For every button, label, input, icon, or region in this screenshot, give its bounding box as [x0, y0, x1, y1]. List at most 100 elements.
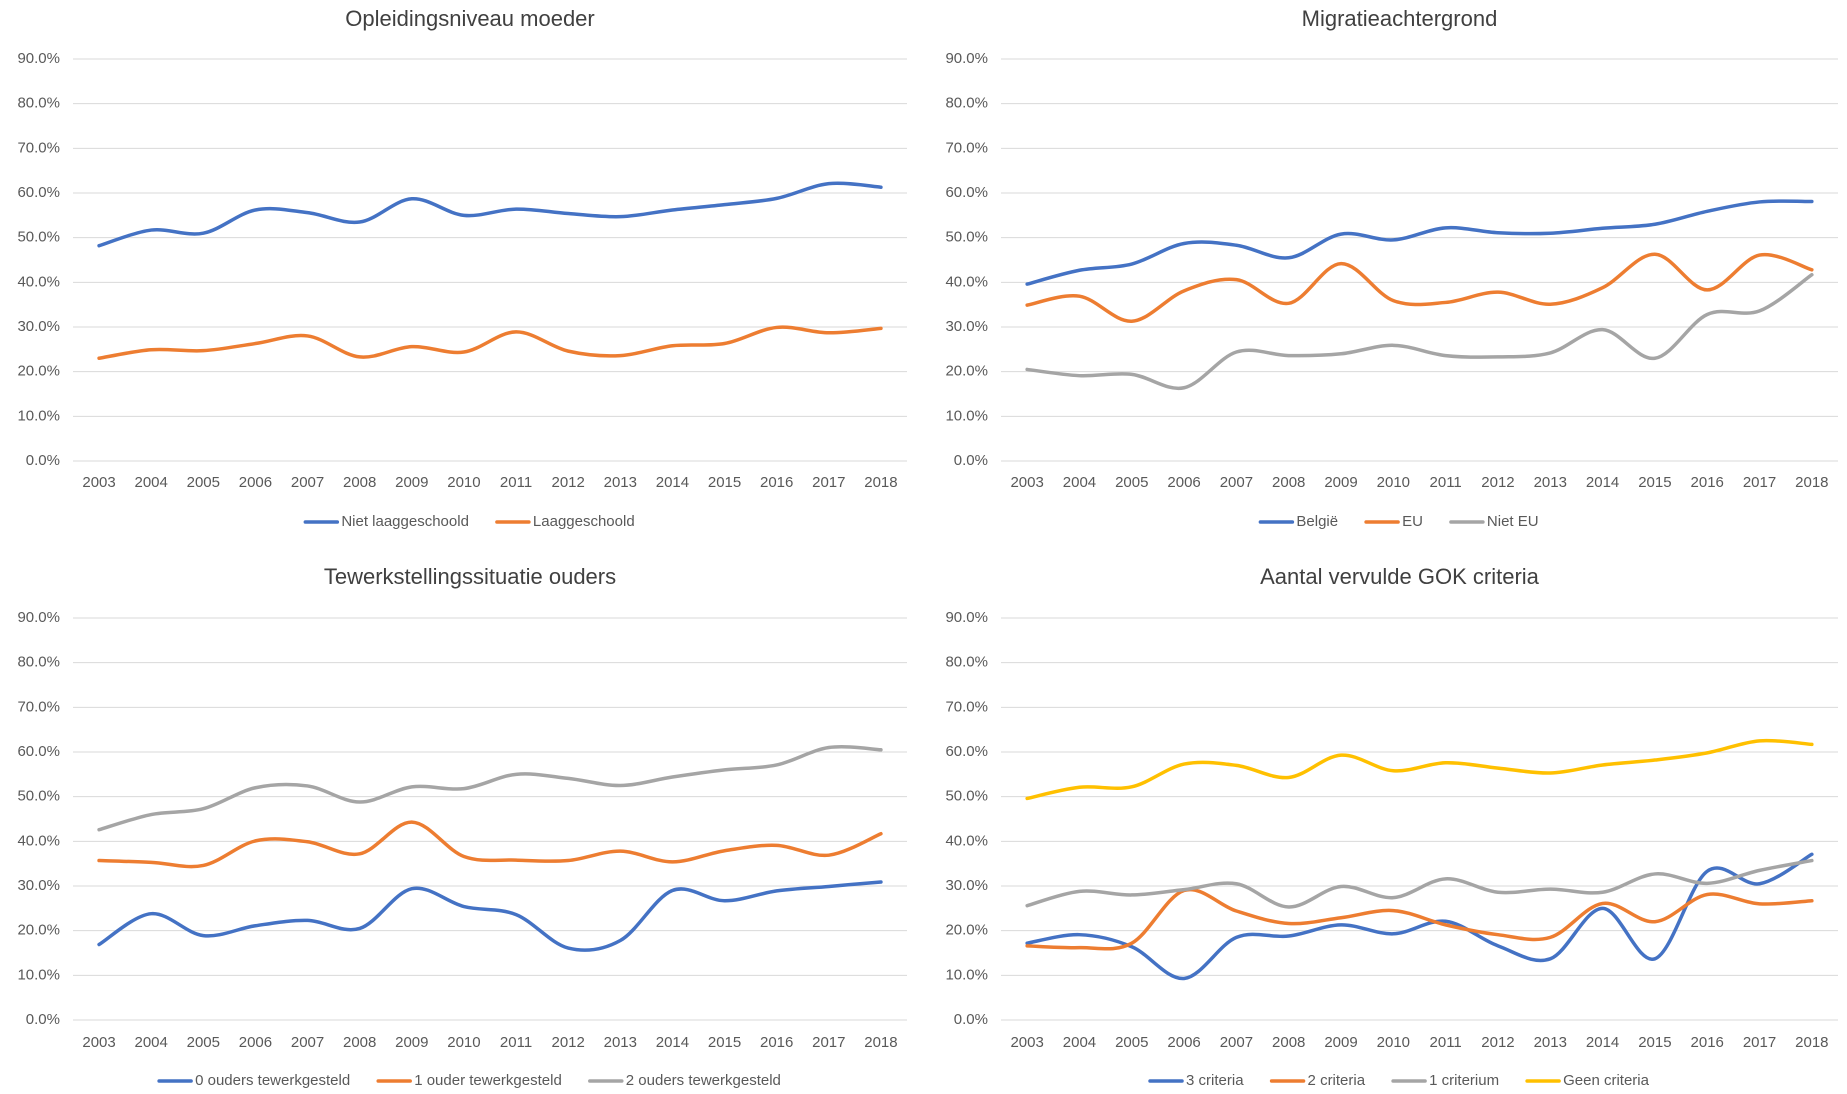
series-line	[1025, 252, 1814, 323]
y-tick-label: 90.0%	[945, 50, 988, 67]
x-tick-label: 2003	[82, 1034, 115, 1051]
series-line	[1025, 272, 1814, 391]
series-line	[97, 820, 883, 869]
y-tick-label: 90.0%	[17, 50, 60, 67]
y-tick-label: 70.0%	[945, 139, 988, 156]
x-tick-label: 2004	[135, 474, 168, 491]
y-tick-label: 60.0%	[17, 184, 60, 201]
x-tick-label: 2006	[1167, 1034, 1200, 1051]
y-tick-label: 10.0%	[17, 407, 60, 424]
y-tick-label: 0.0%	[954, 1011, 988, 1028]
legend-label: 2 ouders tewerkgesteld	[626, 1072, 781, 1089]
x-tick-label: 2013	[604, 474, 637, 491]
y-tick-label: 0.0%	[26, 1011, 60, 1028]
y-tick-label: 40.0%	[945, 832, 988, 849]
y-tick-label: 70.0%	[17, 139, 60, 156]
y-tick-label: 70.0%	[17, 698, 60, 715]
series-line	[1025, 738, 1814, 801]
x-tick-label: 2005	[1115, 1034, 1148, 1051]
chart-panel: Tewerkstellingssituatie ouders 0.0% 10.0% 2…	[17, 564, 907, 1089]
y-tick-label: 90.0%	[17, 609, 60, 626]
x-tick-label: 2007	[291, 474, 324, 491]
chart-title: Tewerkstellingssituatie ouders	[324, 564, 616, 589]
legend-label: EU	[1402, 513, 1423, 530]
legend-label: België	[1296, 513, 1338, 530]
x-tick-label: 2015	[708, 1034, 741, 1051]
x-tick-label: 2008	[343, 1034, 376, 1051]
chart-panel: Migratieachtergrond 0.0% 10.0% 20.0% 30.0% 40…	[945, 6, 1838, 530]
series-line	[97, 181, 883, 248]
x-tick-label: 2010	[1377, 474, 1410, 491]
x-tick-label: 2009	[395, 474, 428, 491]
y-tick-label: 80.0%	[945, 95, 988, 112]
x-tick-label: 2010	[447, 474, 480, 491]
legend-label: 1 criterium	[1429, 1072, 1499, 1089]
x-tick-label: 2018	[1795, 1034, 1828, 1051]
x-tick-label: 2004	[1063, 1034, 1096, 1051]
x-tick-label: 2005	[187, 474, 220, 491]
x-tick-label: 2017	[1743, 1034, 1776, 1051]
y-tick-label: 90.0%	[945, 609, 988, 626]
x-tick-label: 2017	[1743, 474, 1776, 491]
x-tick-label: 2007	[1220, 1034, 1253, 1051]
y-tick-label: 20.0%	[17, 363, 60, 380]
y-tick-label: 40.0%	[945, 273, 988, 290]
x-tick-label: 2007	[1220, 474, 1253, 491]
series-line	[1025, 887, 1814, 951]
x-tick-label: 2016	[1691, 474, 1724, 491]
y-tick-label: 20.0%	[945, 922, 988, 939]
y-tick-label: 20.0%	[945, 363, 988, 380]
x-tick-label: 2011	[1430, 474, 1462, 491]
x-tick-label: 2016	[1691, 1034, 1724, 1051]
y-tick-label: 10.0%	[945, 407, 988, 424]
legend-label: 2 criteria	[1308, 1072, 1366, 1089]
legend-label: 0 ouders tewerkgesteld	[195, 1072, 350, 1089]
x-tick-label: 2009	[1324, 474, 1357, 491]
series-line	[1025, 852, 1814, 981]
y-tick-label: 60.0%	[945, 743, 988, 760]
x-tick-label: 2008	[1272, 1034, 1305, 1051]
chart-panel: Aantal vervulde GOK criteria 0.0% 10.0% 20.…	[945, 564, 1838, 1089]
y-tick-label: 30.0%	[17, 877, 60, 894]
legend-label: 1 ouder tewerkgesteld	[414, 1072, 562, 1089]
x-tick-label: 2014	[656, 474, 689, 491]
series-line	[1025, 199, 1814, 286]
x-tick-label: 2011	[1430, 1034, 1462, 1051]
x-tick-label: 2009	[1324, 1034, 1357, 1051]
legend: 0 ouders tewerkgesteld 1 ouder tewerkgest…	[157, 1072, 781, 1089]
x-tick-label: 2007	[291, 1034, 324, 1051]
y-tick-label: 60.0%	[945, 184, 988, 201]
x-tick-label: 2006	[1167, 474, 1200, 491]
legend: Niet laaggeschoold Laaggeschoold	[303, 513, 635, 530]
series-line	[97, 745, 883, 832]
legend: 3 criteria 2 criteria 1 criterium Geen crit…	[1148, 1072, 1650, 1089]
x-tick-label: 2012	[552, 474, 585, 491]
x-tick-label: 2012	[552, 1034, 585, 1051]
x-tick-label: 2004	[135, 1034, 168, 1051]
chart-title: Opleidingsniveau moeder	[345, 6, 595, 31]
x-tick-label: 2003	[1010, 474, 1043, 491]
legend-label: Niet EU	[1487, 513, 1539, 530]
y-tick-label: 40.0%	[17, 832, 60, 849]
legend-label: Geen criteria	[1563, 1072, 1650, 1089]
y-tick-label: 80.0%	[17, 654, 60, 671]
x-tick-label: 2018	[864, 474, 897, 491]
y-tick-label: 50.0%	[945, 788, 988, 805]
y-tick-label: 80.0%	[17, 95, 60, 112]
x-tick-label: 2005	[1115, 474, 1148, 491]
y-tick-label: 30.0%	[945, 877, 988, 894]
chart-title: Aantal vervulde GOK criteria	[1260, 564, 1540, 589]
x-tick-label: 2008	[343, 474, 376, 491]
series-line	[97, 325, 883, 361]
x-tick-label: 2014	[1586, 474, 1619, 491]
y-tick-label: 70.0%	[945, 698, 988, 715]
x-tick-label: 2012	[1481, 474, 1514, 491]
x-tick-label: 2014	[656, 1034, 689, 1051]
chart-panel: Opleidingsniveau moeder 0.0% 10.0% 20.0% 30.…	[17, 6, 907, 530]
y-tick-label: 0.0%	[954, 452, 988, 469]
x-tick-label: 2011	[500, 1034, 532, 1051]
y-tick-label: 60.0%	[17, 743, 60, 760]
chart-title: Migratieachtergrond	[1302, 6, 1498, 31]
legend-label: Niet laaggeschoold	[341, 513, 469, 530]
x-tick-label: 2016	[760, 1034, 793, 1051]
